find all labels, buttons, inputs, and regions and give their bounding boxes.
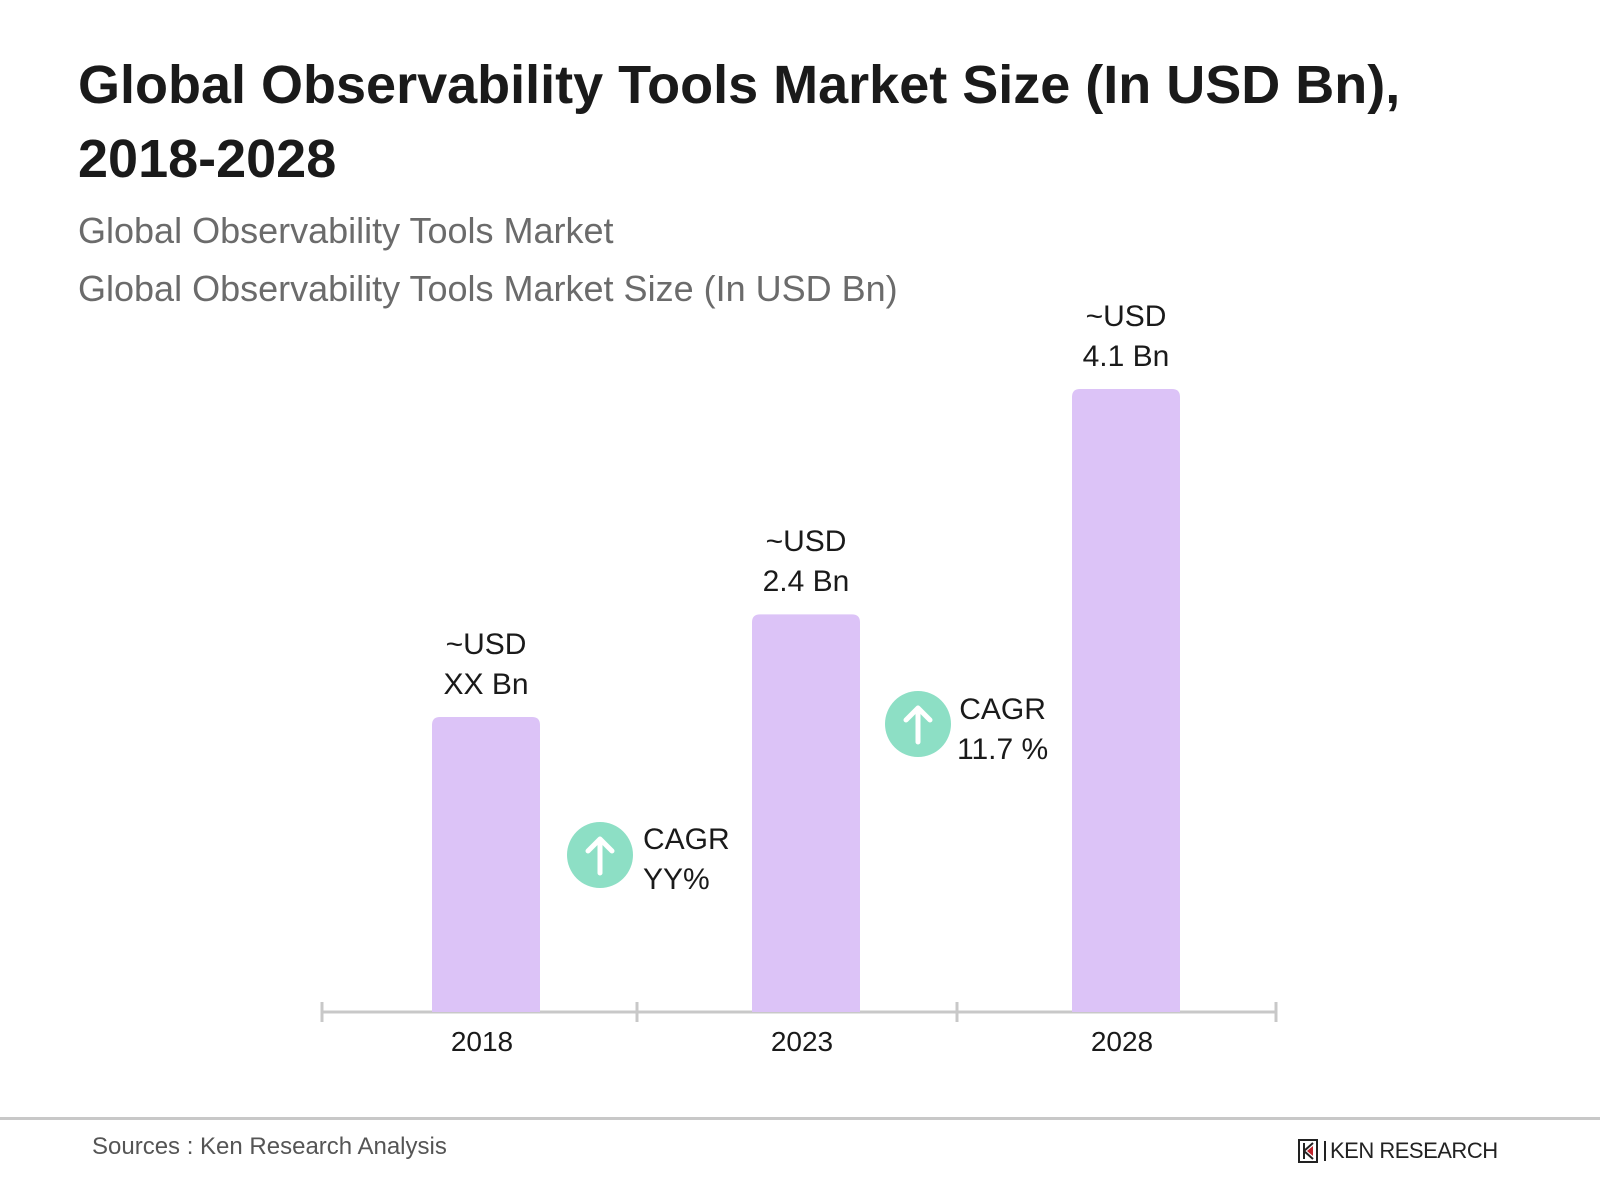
sources-text: Sources : Ken Research Analysis xyxy=(92,1133,447,1160)
footer-divider xyxy=(0,1117,1600,1120)
data-label-line: XX Bn xyxy=(443,668,529,701)
ken-logo-icon xyxy=(1298,1139,1318,1163)
cagr-title: CAGR xyxy=(959,693,1046,726)
data-label-2018: ~USD XX Bn xyxy=(386,625,586,705)
data-label-line: ~USD xyxy=(445,628,527,661)
cagr-label: CAGR 11.7 % xyxy=(957,690,1048,770)
x-tick-label-2018: 2018 xyxy=(451,1026,513,1057)
x-tick-label-2023: 2023 xyxy=(771,1026,833,1057)
data-label-line: 2.4 Bn xyxy=(762,565,850,599)
data-label-line: ~USD xyxy=(765,525,847,559)
ken-research-logo: KEN RESEARCH xyxy=(1298,1138,1498,1164)
chart-title: Global Observability Tools Market Size (… xyxy=(78,55,1401,189)
bar-chart: 2018 2023 2028 xyxy=(320,389,1278,1057)
data-label-line: 4.1 Bn xyxy=(1082,340,1170,373)
data-label-line: ~USD xyxy=(1085,300,1167,333)
subtitle-2: Global Observability Tools Market Size (… xyxy=(78,268,898,309)
arrow-up-glyph xyxy=(585,836,615,876)
cagr-value: YY% xyxy=(643,863,710,896)
data-label-2023: ~USD 2.4 Bn xyxy=(706,522,906,602)
bar-2023 xyxy=(752,614,860,1012)
cagr-label: CAGR YY% xyxy=(643,820,730,900)
subtitle-1: Global Observability Tools Market xyxy=(78,210,614,251)
cagr-title: CAGR xyxy=(643,823,730,856)
x-tick-label-2028: 2028 xyxy=(1091,1026,1153,1057)
data-label-2028: ~USD 4.1 Bn xyxy=(1026,297,1226,377)
cagr-value: 11.7 % xyxy=(957,733,1049,766)
bar-2018 xyxy=(432,717,540,1012)
logo-text: KEN RESEARCH xyxy=(1330,1138,1498,1163)
bar-2028 xyxy=(1072,389,1180,1012)
arrow-up-glyph xyxy=(903,705,933,745)
